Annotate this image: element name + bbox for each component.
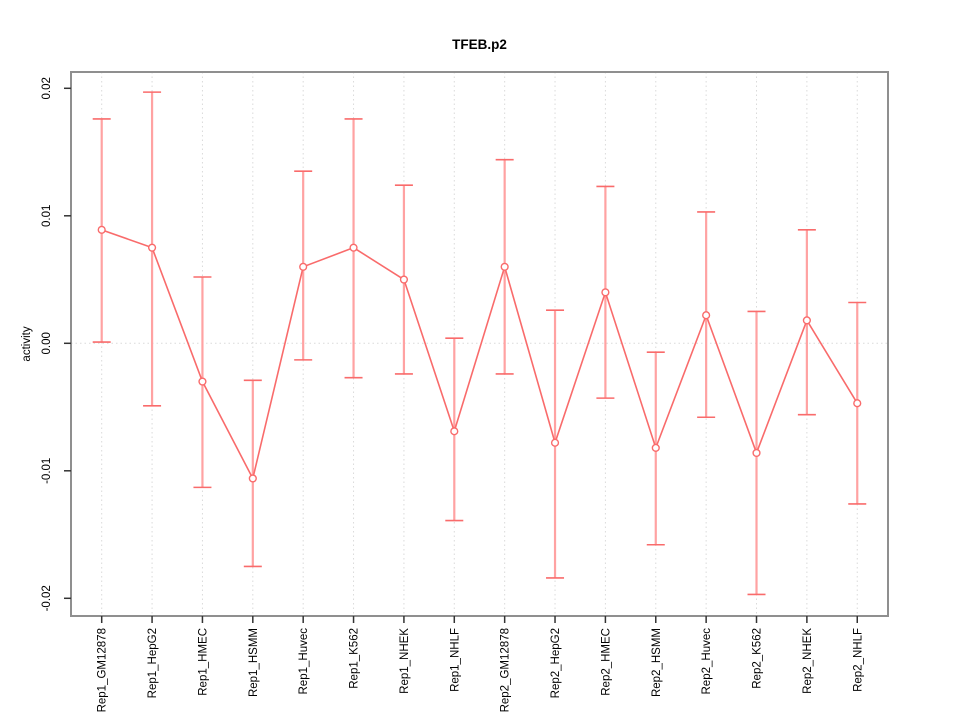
x-tick-label: Rep1_GM12878 bbox=[97, 628, 109, 712]
y-tick-label: 0.00 bbox=[41, 332, 53, 354]
data-point bbox=[752, 448, 761, 458]
data-point bbox=[349, 243, 358, 252]
x-tick-label: Rep2_HMEC bbox=[600, 628, 612, 696]
x-tick-label: Rep2_HSMM bbox=[651, 628, 663, 697]
x-tick-label: Rep1_HepG2 bbox=[147, 628, 159, 698]
data-point bbox=[601, 288, 610, 297]
y-tick-label: -0.01 bbox=[41, 458, 53, 484]
data-line bbox=[101, 229, 858, 481]
data-point bbox=[651, 443, 660, 452]
data-point bbox=[450, 427, 459, 436]
data-point bbox=[97, 225, 106, 234]
y-tick-label: 0.02 bbox=[41, 77, 53, 99]
data-point bbox=[248, 474, 257, 483]
data-point bbox=[299, 262, 308, 271]
data-point bbox=[702, 311, 711, 320]
x-tick-label: Rep1_Huvec bbox=[298, 628, 310, 695]
x-tick-label: Rep1_HSMM bbox=[248, 628, 260, 697]
data-point bbox=[802, 316, 811, 325]
chart-title: TFEB.p2 bbox=[452, 37, 507, 52]
x-tick-label: Rep1_HMEC bbox=[197, 628, 209, 696]
data-point bbox=[853, 399, 862, 408]
x-tick-label: Rep2_GM12878 bbox=[500, 628, 512, 712]
y-tick-label: -0.02 bbox=[41, 585, 53, 611]
y-tick-label: 0.01 bbox=[41, 205, 53, 227]
data-point bbox=[500, 262, 509, 271]
x-tick-label: Rep2_K562 bbox=[752, 628, 764, 689]
x-tick-label: Rep1_NHEK bbox=[399, 628, 411, 694]
x-tick-label: Rep2_Huvec bbox=[701, 628, 713, 695]
data-point bbox=[399, 275, 409, 284]
data-point bbox=[147, 243, 157, 252]
x-tick-label: Rep2_NHEK bbox=[802, 628, 814, 694]
x-tick-label: Rep1_K562 bbox=[349, 628, 361, 689]
x-tick-label: Rep2_HepG2 bbox=[550, 628, 562, 698]
data-point bbox=[550, 438, 560, 447]
plot-border bbox=[70, 71, 889, 617]
data-point bbox=[198, 377, 207, 386]
x-tick-label: Rep2_NHLF bbox=[852, 628, 864, 692]
x-tick-label: Rep1_NHLF bbox=[449, 628, 461, 692]
